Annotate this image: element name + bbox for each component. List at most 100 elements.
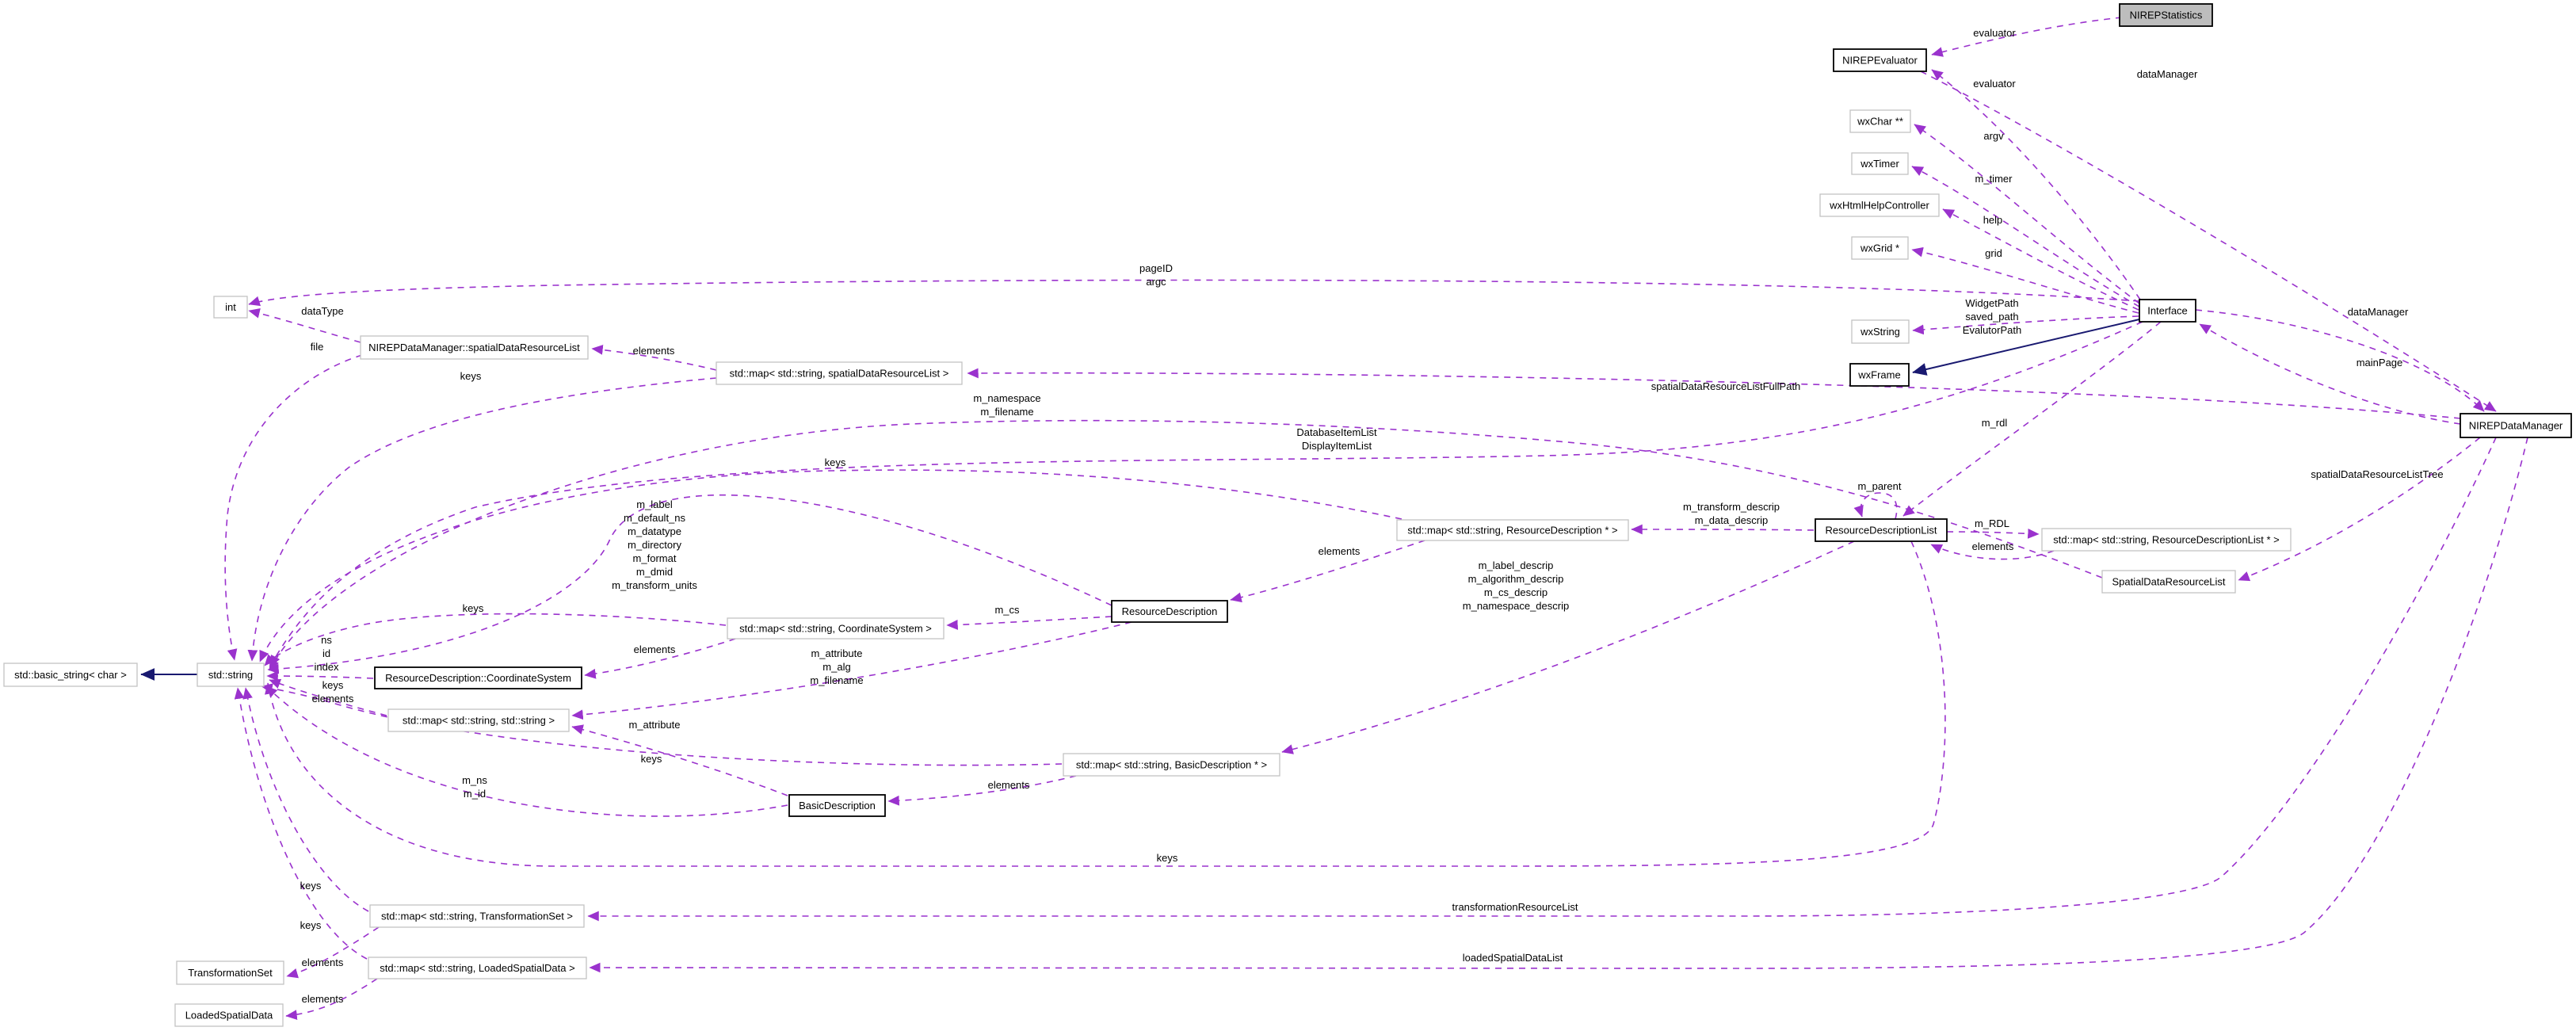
edge-label-rdl-map_rd: m_transform_descrip [1683, 501, 1780, 513]
edge-label-map_cs-std_string: keys [463, 602, 484, 614]
edge-label-ndm-sdrl: spatialDataResourceListTree [2311, 468, 2443, 480]
edge-iface-ndm-member [2195, 309, 2485, 412]
class-node-basic_string[interactable]: std::basic_string< char > [3, 663, 138, 687]
class-node-wxstring[interactable]: wxString [1851, 319, 1910, 344]
class-node-box-wxtimer [1851, 152, 1909, 175]
class-node-box-ndm_sdrl [360, 335, 589, 360]
edge-label-map_ss-std_string: elements [312, 693, 354, 705]
edge-label-ndm-map_ts: transformationResourceList [1452, 901, 1578, 913]
edge-label-rd-std_string: m_label [636, 498, 673, 510]
class-node-box-lsd [174, 1003, 284, 1027]
class-node-map_rdl[interactable]: std::map< std::string, ResourceDescripti… [2041, 528, 2292, 552]
class-node-map_lsd[interactable]: std::map< std::string, LoadedSpatialData… [368, 957, 587, 979]
edge-label-iface-std_string: DisplayItemList [1302, 440, 1372, 452]
edge-map_rd-std_string-member [259, 469, 1402, 663]
class-node-box-wxgrid [1851, 236, 1909, 260]
edge-rdl-rdl-member [1853, 492, 1898, 520]
class-node-box-rd [1111, 600, 1228, 623]
class-node-bd[interactable]: BasicDescription [788, 794, 886, 817]
edge-iface-wxframe-inheritance [1912, 319, 2140, 376]
class-node-box-int [213, 296, 248, 319]
edge-label-iface-int: argc [1146, 276, 1166, 288]
edge-map_ts-std_string-member [242, 687, 369, 912]
class-node-label-map_bd: std::map< std::string, BasicDescription … [1076, 759, 1267, 771]
class-node-wxhtml[interactable]: wxHtmlHelpController [1819, 193, 1940, 217]
class-node-rd[interactable]: ResourceDescription [1111, 600, 1228, 623]
class-node-ndm_sdrl[interactable]: NIREPDataManager::spatialDataResourceLis… [360, 335, 589, 360]
class-node-iface[interactable]: Interface [2139, 299, 2196, 323]
class-node-box-stats [2119, 3, 2213, 27]
class-node-label-wxhtml: wxHtmlHelpController [1829, 200, 1929, 212]
edge-label-rd-map_ss: m_alg [822, 661, 850, 673]
class-node-int[interactable]: int [213, 296, 248, 319]
class-node-box-bd [788, 794, 886, 817]
class-node-box-wxstring [1851, 319, 1910, 344]
edge-label-map_lsd-std_string: keys [300, 919, 322, 931]
class-node-box-basic_string [3, 663, 138, 687]
class-node-wxgrid[interactable]: wxGrid * [1851, 236, 1909, 260]
class-node-map_sdrl[interactable]: std::map< std::string, spatialDataResour… [716, 361, 963, 385]
class-node-label-wxgrid: wxGrid * [1860, 242, 1899, 254]
class-node-stats[interactable]: NIREPStatistics [2119, 3, 2213, 27]
class-node-box-map_sdrl [716, 361, 963, 385]
class-node-label-map_ss: std::map< std::string, std::string > [403, 715, 555, 727]
class-node-label-iface: Interface [2147, 305, 2188, 317]
class-node-label-std_string: std::string [208, 669, 253, 681]
edge-label-sdrl-std_string: m_namespace [973, 392, 1040, 404]
edge-label-rd-map_ss: m_attribute [811, 647, 862, 659]
edge-label-map_ts-ts: elements [302, 957, 344, 968]
edge-rd-std_string-member [267, 494, 1112, 674]
class-node-map_cs[interactable]: std::map< std::string, CoordinateSystem … [727, 617, 945, 640]
edge-map_bd-std_string-member [261, 683, 1063, 766]
class-node-std_string[interactable]: std::string [197, 663, 265, 687]
class-node-map_ts[interactable]: std::map< std::string, TransformationSet… [369, 904, 585, 928]
edge-rdl-std_string-member [265, 540, 1946, 867]
edge-label-iface-eval: evaluator [1973, 78, 2016, 90]
class-node-label-map_ts: std::map< std::string, TransformationSet… [381, 911, 573, 922]
edge-label-rd-std_string: m_dmid [636, 566, 673, 578]
edge-label-iface-wxtimer: m_timer [1975, 173, 2013, 185]
class-node-map_rd[interactable]: std::map< std::string, ResourceDescripti… [1396, 519, 1629, 541]
class-node-rdl[interactable]: ResourceDescriptionList [1815, 518, 1948, 542]
class-node-wxchar[interactable]: wxChar ** [1849, 109, 1911, 133]
class-node-map_bd[interactable]: std::map< std::string, BasicDescription … [1063, 753, 1280, 777]
class-node-wxframe[interactable]: wxFrame [1849, 363, 1910, 387]
edge-iface-wxhtml-member [1942, 208, 2139, 311]
edge-ndm-iface-member [2199, 323, 2461, 425]
edge-map_bd-bd-member [887, 775, 1077, 806]
class-node-eval[interactable]: NIREPEvaluator [1833, 48, 1927, 72]
class-node-box-map_ts [369, 904, 585, 928]
edge-labels-layer: evaluator evaluator dataManager dataManager… [300, 27, 2444, 1005]
class-node-label-map_rd: std::map< std::string, ResourceDescripti… [1407, 525, 1617, 537]
class-node-label-basic_string: std::basic_string< char > [14, 669, 127, 681]
class-node-box-std_string [197, 663, 265, 687]
class-node-box-iface [2139, 299, 2196, 323]
edge-ndm-map_lsd-member [589, 437, 2528, 973]
class-node-ts[interactable]: TransformationSet [176, 960, 284, 985]
edge-iface-wxstring-member [1912, 315, 2139, 335]
edge-map_lsd-std_string-member [234, 687, 368, 960]
edge-label-rd-std_string: m_transform_units [612, 579, 697, 591]
edge-label-map_rdl-rdl: elements [1972, 540, 2014, 552]
class-node-box-map_rd [1396, 519, 1629, 541]
class-node-label-map_lsd: std::map< std::string, LoadedSpatialData… [380, 962, 574, 974]
class-node-wxtimer[interactable]: wxTimer [1851, 152, 1909, 175]
edge-label-rdl-std_string: keys [1157, 852, 1178, 864]
edge-ndm-sdrl-member [2238, 437, 2481, 582]
edge-rd_cs-std_string-member [266, 670, 374, 682]
edge-label-map_bd-bd: elements [988, 779, 1030, 791]
class-node-lsd[interactable]: LoadedSpatialData [174, 1003, 284, 1027]
class-node-box-map_ss [387, 708, 570, 732]
edge-label-rd-std_string: m_datatype [628, 525, 681, 537]
class-node-ndm[interactable]: NIREPDataManager [2460, 413, 2572, 438]
edge-map_rdl-rdl-member [1930, 544, 2055, 560]
edge-label-rd_cs-std_string: index [314, 661, 339, 673]
class-node-label-rd: ResourceDescription [1122, 605, 1218, 617]
edge-sdrl-std_string-member [269, 419, 2103, 671]
class-node-box-wxchar [1849, 109, 1911, 133]
edge-label-rd_cs-std_string: ns [321, 634, 332, 646]
class-node-box-sdrl [2101, 570, 2236, 594]
class-node-sdrl[interactable]: SpatialDataResourceList [2101, 570, 2236, 594]
class-node-map_ss[interactable]: std::map< std::string, std::string > [387, 708, 570, 732]
class-node-rd_cs[interactable]: ResourceDescription::CoordinateSystem [374, 666, 582, 689]
